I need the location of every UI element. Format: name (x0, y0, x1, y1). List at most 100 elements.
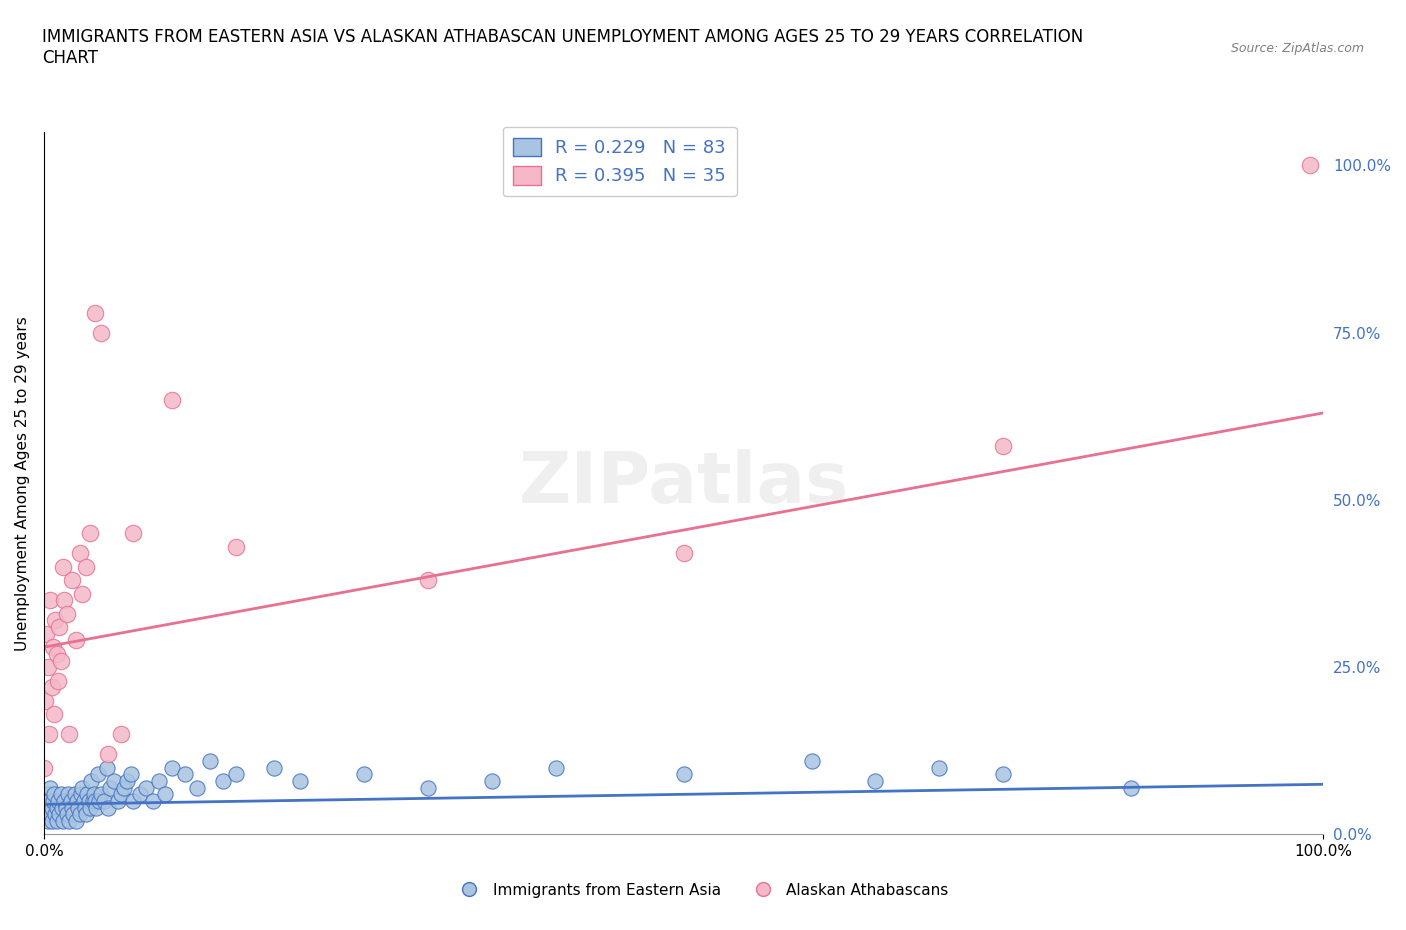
Point (83, 787, 105, 802)
Point (416, 573, 439, 588)
Point (67, 801, 90, 816)
Point (65, 814, 87, 829)
Point (60, 801, 83, 816)
Point (160, 392, 183, 407)
Point (44, 807, 66, 822)
Point (212, 774, 235, 789)
Point (128, 787, 150, 802)
Point (97, 801, 120, 816)
Point (186, 780, 208, 795)
Point (120, 767, 142, 782)
Point (32, 760, 55, 775)
Point (69, 807, 91, 822)
Point (39, 592, 62, 607)
Point (66, 793, 89, 808)
Point (75, 559, 97, 574)
Point (51, 801, 73, 816)
Point (42, 707, 65, 722)
Point (96, 760, 118, 775)
Point (58, 726, 80, 741)
Text: ZIPatlas: ZIPatlas (519, 448, 849, 518)
Point (288, 774, 311, 789)
Point (103, 774, 125, 789)
Point (84, 305, 107, 320)
Point (37, 659, 59, 674)
Point (93, 793, 115, 808)
Point (56, 606, 79, 621)
Point (38, 726, 60, 741)
Legend: Immigrants from Eastern Asia, Alaskan Athabascans: Immigrants from Eastern Asia, Alaskan At… (451, 877, 955, 904)
Point (77, 793, 100, 808)
Text: IMMIGRANTS FROM EASTERN ASIA VS ALASKAN ATHABASCAN UNEMPLOYMENT AMONG AGES 25 TO: IMMIGRANTS FROM EASTERN ASIA VS ALASKAN … (42, 28, 1084, 67)
Point (993, 767, 1015, 782)
Point (34, 807, 56, 822)
Point (672, 767, 695, 782)
Point (672, 546, 695, 561)
Point (38, 793, 60, 808)
Point (56, 807, 79, 822)
Point (225, 767, 247, 782)
Text: Source: ZipAtlas.com: Source: ZipAtlas.com (1230, 42, 1364, 55)
Point (1121, 780, 1143, 795)
Point (97, 747, 120, 762)
Point (39, 807, 62, 822)
Point (928, 760, 950, 775)
Point (69, 546, 91, 561)
Point (200, 753, 222, 768)
Point (53, 793, 76, 808)
Point (42, 640, 65, 655)
Point (65, 633, 87, 648)
Point (62, 807, 84, 822)
Point (79, 526, 101, 541)
Point (48, 619, 70, 634)
Legend: R = 0.229   N = 83, R = 0.395   N = 35: R = 0.229 N = 83, R = 0.395 N = 35 (502, 126, 737, 196)
Point (110, 726, 132, 741)
Point (37, 814, 59, 829)
Point (481, 774, 503, 789)
Point (86, 801, 108, 816)
Point (107, 793, 129, 808)
Point (75, 807, 97, 822)
Point (225, 539, 247, 554)
Point (41, 680, 63, 695)
Point (44, 613, 66, 628)
Point (46, 673, 69, 688)
Point (48, 807, 70, 822)
Point (416, 780, 439, 795)
Point (993, 439, 1015, 454)
Point (63, 787, 86, 802)
Point (100, 780, 122, 795)
Point (39, 780, 62, 795)
Point (122, 793, 145, 808)
Point (53, 592, 76, 607)
Point (173, 767, 195, 782)
Point (72, 793, 94, 808)
Point (80, 774, 103, 789)
Point (155, 787, 177, 802)
Point (73, 801, 96, 816)
Point (800, 753, 823, 768)
Point (90, 326, 112, 340)
Point (84, 793, 107, 808)
Point (82, 793, 104, 808)
Y-axis label: Unemployment Among Ages 25 to 29 years: Unemployment Among Ages 25 to 29 years (15, 316, 30, 651)
Point (52, 559, 75, 574)
Point (1299, 158, 1322, 173)
Point (86, 767, 108, 782)
Point (353, 767, 375, 782)
Point (35, 626, 58, 641)
Point (70, 787, 93, 802)
Point (32, 793, 55, 808)
Point (35, 801, 58, 816)
Point (59, 793, 82, 808)
Point (110, 787, 132, 802)
Point (49, 787, 72, 802)
Point (42, 793, 65, 808)
Point (42, 787, 65, 802)
Point (76, 787, 98, 802)
Point (544, 760, 567, 775)
Point (58, 787, 80, 802)
Point (52, 814, 75, 829)
Point (87, 793, 110, 808)
Point (79, 801, 101, 816)
